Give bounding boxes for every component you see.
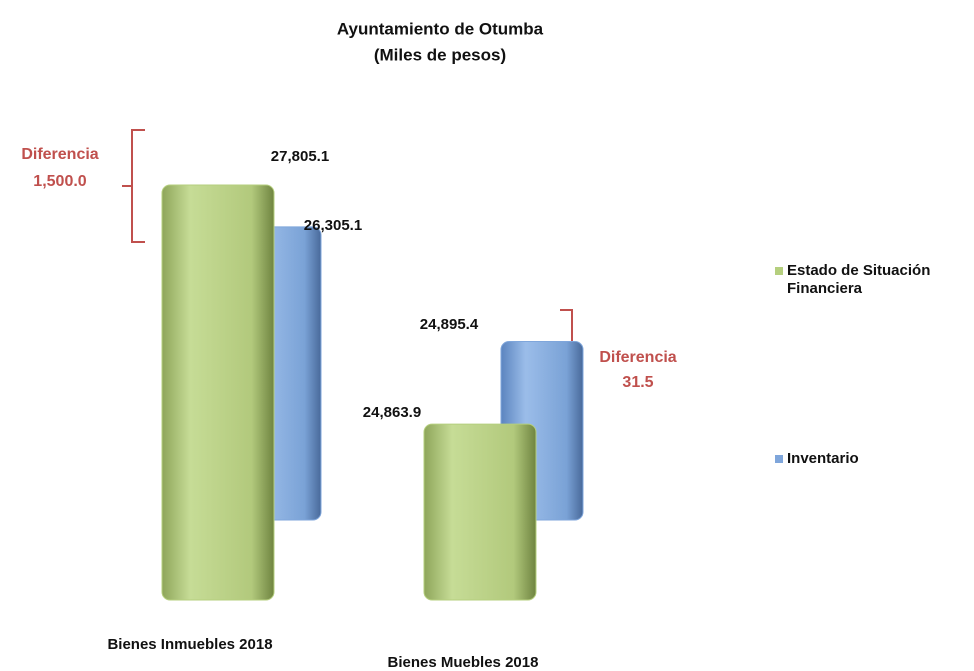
x-tick-label: Bienes Muebles 2018 <box>388 654 539 671</box>
value-label: 27,805.1 <box>271 148 329 165</box>
bracket <box>122 129 145 243</box>
legend-swatch <box>775 455 783 463</box>
legend-item: Estado de Situación Financiera <box>775 262 974 298</box>
bar <box>423 423 537 601</box>
value-label: 24,863.9 <box>363 404 421 421</box>
annotation: 31.5 <box>622 374 653 391</box>
legend-item: Inventario <box>775 450 974 468</box>
x-tick-label: Bienes Inmuebles 2018 <box>107 636 272 653</box>
value-label: 26,305.1 <box>304 217 362 234</box>
chart-title: Ayuntamiento de Otumba <box>337 19 544 38</box>
legend-label: Estado de Situación Financiera <box>787 262 931 297</box>
chart-subtitle: (Miles de pesos) <box>374 45 506 64</box>
value-label: 24,895.4 <box>420 316 479 333</box>
annotation: Diferencia <box>599 349 676 366</box>
legend-swatch <box>775 267 783 275</box>
legend-label: Inventario <box>787 450 859 467</box>
annotation: 1,500.0 <box>33 173 86 190</box>
bar <box>161 184 275 601</box>
annotation: Diferencia <box>21 146 98 163</box>
